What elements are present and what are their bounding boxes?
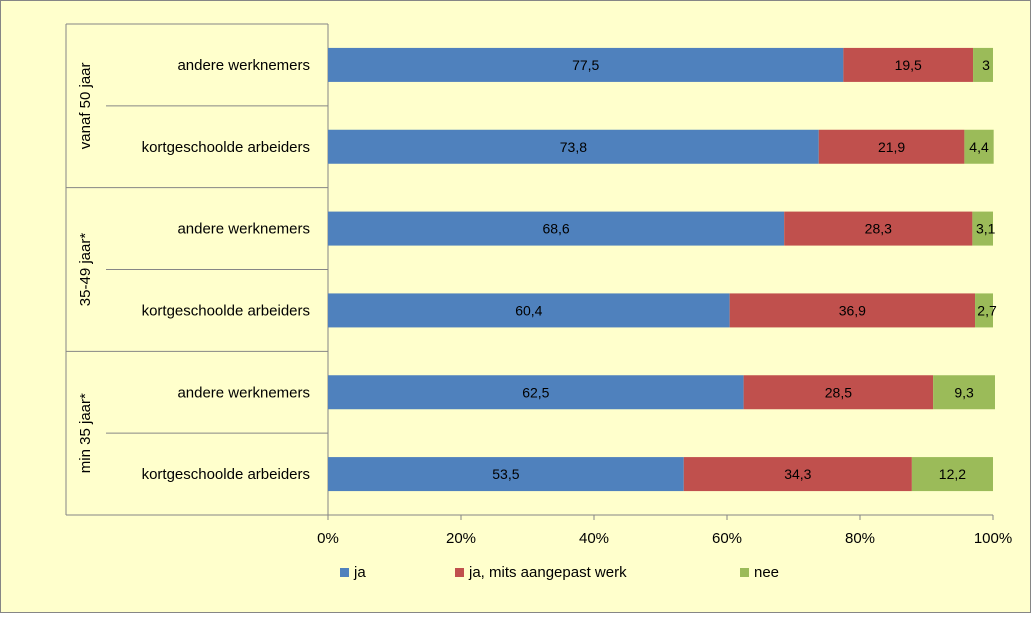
- data-label: 73,8: [560, 139, 587, 155]
- bar-segment-3: [933, 375, 995, 410]
- data-label: 36,9: [839, 302, 866, 318]
- data-label: 3: [982, 57, 990, 73]
- x-tick-label: 20%: [446, 530, 476, 547]
- data-label: 28,5: [825, 384, 852, 400]
- plot-area: [328, 24, 993, 515]
- x-tick-label: 60%: [712, 530, 742, 547]
- bar-segment-2: [818, 129, 965, 164]
- bar-segment-3: [972, 211, 993, 246]
- data-label: 77,5: [572, 57, 599, 73]
- x-tick-label: 100%: [974, 530, 1012, 547]
- legend-swatch: [740, 568, 749, 577]
- data-label: 34,3: [784, 466, 811, 482]
- bar-segment-3: [975, 293, 993, 328]
- data-label: 53,5: [492, 466, 519, 482]
- legend-swatch: [455, 568, 464, 577]
- category-label: kortgeschoolde arbeiders: [142, 139, 310, 156]
- group-label: vanaf 50 jaar: [77, 62, 94, 149]
- bar-segment-1: [328, 47, 844, 82]
- data-label: 68,6: [542, 221, 569, 237]
- x-tick-label: 80%: [845, 530, 875, 547]
- category-label: kortgeschoolde arbeiders: [142, 302, 310, 319]
- bar-segment-2: [683, 457, 912, 492]
- data-label: 12,2: [939, 466, 966, 482]
- legend-label: nee: [754, 564, 779, 581]
- data-label: 4,4: [969, 139, 989, 155]
- x-tick-label: 40%: [579, 530, 609, 547]
- group-label: 35-49 jaar*: [77, 233, 94, 307]
- group-label: min 35 jaar*: [77, 393, 94, 473]
- data-label: 28,3: [865, 221, 892, 237]
- category-label: andere werknemers: [177, 57, 310, 74]
- category-label: andere werknemers: [177, 221, 310, 238]
- legend-label: ja: [353, 564, 366, 581]
- data-label: 3,1: [976, 221, 996, 237]
- data-label: 9,3: [954, 384, 974, 400]
- bar-segment-1: [328, 129, 819, 164]
- bar-segment-2: [729, 293, 976, 328]
- bar-segment-2: [843, 47, 974, 82]
- bar-segment-3: [964, 129, 994, 164]
- bar-segment-3: [973, 47, 993, 82]
- category-label: andere werknemers: [177, 384, 310, 401]
- bar-segment-1: [328, 457, 684, 492]
- bar-segment-3: [911, 457, 993, 492]
- bar-segment-2: [784, 211, 973, 246]
- bar-segment-1: [328, 375, 744, 410]
- bar-segment-2: [743, 375, 934, 410]
- x-tick-label: 0%: [317, 530, 339, 547]
- data-label: 60,4: [515, 302, 542, 318]
- legend-swatch: [340, 568, 349, 577]
- bar-segment-1: [328, 293, 730, 328]
- data-label: 21,9: [878, 139, 905, 155]
- data-label: 62,5: [522, 384, 549, 400]
- data-label: 2,7: [977, 302, 997, 318]
- category-label: kortgeschoolde arbeiders: [142, 466, 310, 483]
- bar-segment-1: [328, 211, 785, 246]
- legend-label: ja, mits aangepast werk: [468, 564, 627, 581]
- data-label: 19,5: [895, 57, 922, 73]
